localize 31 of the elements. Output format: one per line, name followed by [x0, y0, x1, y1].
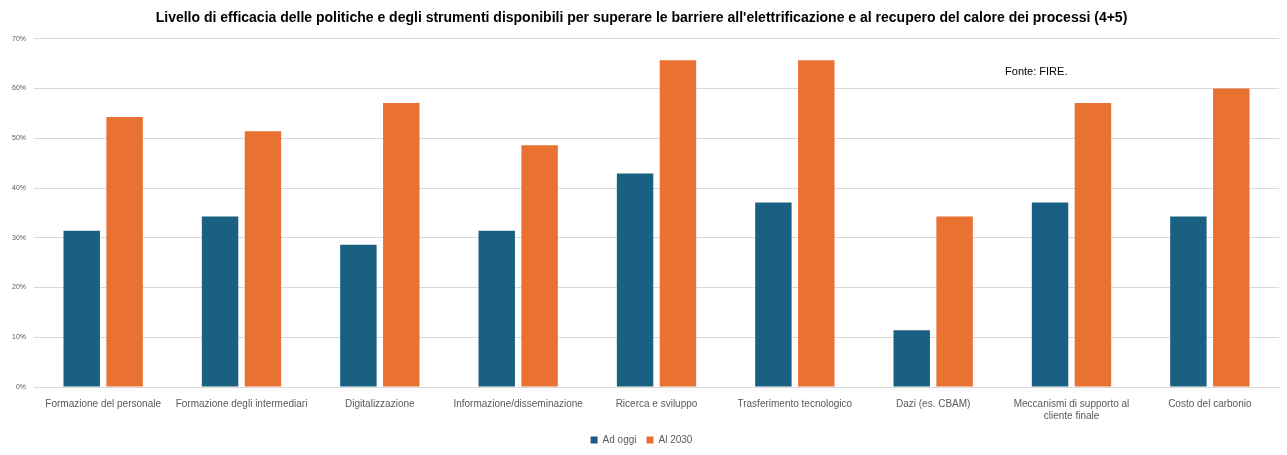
x-tick-label: Meccanismi di supporto al cliente finale	[1013, 397, 1130, 421]
annotation: Fonte: FIRE.	[1005, 64, 1068, 77]
bar	[478, 230, 515, 387]
x-tick-label: Trasferimento tecnologico	[737, 397, 853, 409]
x-tick-label: Formazione degli intermediari	[175, 397, 308, 409]
bar	[63, 230, 100, 387]
bar	[106, 116, 143, 387]
x-tick-label: Ricerca e sviluppo	[615, 397, 698, 409]
bar	[201, 216, 239, 387]
x-tick-label: Costo del carbonio	[1168, 397, 1252, 409]
bar	[1074, 102, 1112, 387]
bar	[244, 131, 282, 387]
bar	[340, 244, 377, 387]
x-tick-label: Formazione del personale	[45, 397, 162, 409]
legend-label: Al 2030	[658, 433, 693, 445]
bar	[383, 102, 420, 387]
bar	[755, 202, 792, 387]
x-tick-label: Digitalizzazione	[345, 397, 416, 409]
legend-label: Ad oggi	[602, 433, 637, 445]
bar	[521, 145, 558, 387]
bar	[659, 60, 697, 387]
chart-title: Livello di efficacia delle politiche e degli strumenti disponibili per superare le barriere all'elettrificazione e al recupero del calore dei processi (4+5)	[155, 9, 1128, 26]
bar	[1170, 216, 1207, 387]
bar	[893, 330, 930, 387]
bar	[936, 216, 973, 387]
x-tick-label: Informazione/disseminazione	[453, 397, 584, 409]
bar	[1213, 88, 1250, 387]
bar	[798, 60, 835, 387]
bar	[1031, 202, 1069, 387]
bar	[616, 173, 654, 387]
x-tick-label: Dazi (es. CBAM)	[895, 397, 971, 409]
